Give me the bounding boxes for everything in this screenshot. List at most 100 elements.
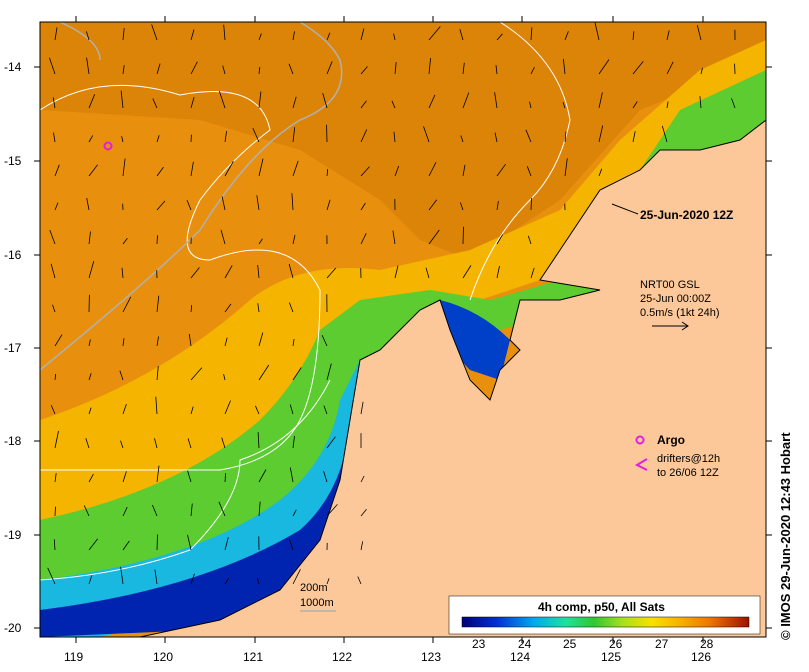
current-vector (218, 90, 226, 109)
current-vector (428, 94, 436, 109)
current-vector (598, 168, 603, 177)
current-vector (156, 336, 159, 347)
current-vector (564, 31, 569, 41)
current-vector (360, 233, 367, 245)
current-vector (190, 96, 195, 109)
lon-tick-label: 123 (421, 650, 441, 664)
current-vector (122, 338, 125, 347)
current-vectors (47, 22, 736, 585)
current-vector (530, 267, 535, 279)
current-vector (224, 577, 230, 585)
current-vector (360, 166, 370, 177)
current-vector (323, 405, 328, 415)
currents-source: NRT00 GSL (640, 279, 700, 291)
current-vector (83, 505, 90, 517)
lat-tick-label: -20 (4, 621, 22, 635)
current-vector (292, 569, 301, 585)
current-vector (121, 267, 124, 279)
lon-tick-label: 122 (332, 650, 352, 664)
current-vector (88, 339, 91, 347)
map-frame (39, 21, 767, 638)
current-vector (54, 473, 57, 483)
current-vector (257, 432, 260, 449)
argo-float-marker (103, 141, 113, 151)
lat-tick-label: -19 (4, 528, 22, 542)
current-vector (530, 197, 532, 211)
current-vector (122, 296, 132, 313)
current-vector (357, 576, 362, 585)
current-vector (53, 539, 56, 551)
lat-tick-label: -17 (4, 341, 22, 355)
current-vector (156, 365, 159, 381)
lon-tick-label: 125 (601, 650, 621, 664)
current-vector (292, 338, 295, 347)
current-vector (49, 57, 56, 75)
current-vector (122, 540, 130, 551)
current-vector (322, 92, 328, 109)
current-vector (255, 405, 260, 415)
current-vector (661, 125, 668, 143)
current-vector (156, 166, 164, 177)
current-vector (459, 28, 464, 41)
current-vector (393, 33, 396, 41)
current-vector (594, 22, 600, 41)
current-vector (252, 128, 260, 143)
current-vector (326, 504, 338, 517)
current-vector (86, 57, 90, 75)
lat-tick-label: -16 (4, 248, 22, 262)
current-vector (54, 373, 57, 381)
current-vector (54, 27, 58, 41)
current-vector (222, 65, 226, 75)
current-vector (462, 164, 466, 177)
current-vector (495, 65, 498, 75)
current-vector (258, 33, 262, 41)
current-vector (360, 508, 367, 517)
current-vector (666, 30, 670, 41)
current-vector (394, 165, 400, 177)
current-vector (598, 92, 603, 109)
current-vector (288, 263, 294, 279)
current-vector (360, 541, 364, 551)
current-vector (218, 501, 226, 517)
current-vector (258, 469, 267, 483)
current-vector (224, 265, 233, 279)
current-vector (224, 537, 229, 551)
current-vector (632, 61, 644, 75)
current-vector (496, 201, 499, 211)
current-vector (156, 135, 160, 143)
current-vector (292, 160, 299, 177)
current-vector (122, 237, 128, 245)
current-vector (190, 406, 194, 415)
drifter-icon (634, 458, 648, 471)
depth-label-1000: 1000m (300, 597, 334, 609)
current-vector (220, 229, 226, 245)
current-vector (52, 304, 56, 313)
current-vector (50, 263, 56, 279)
current-vector (152, 504, 158, 517)
current-vector (326, 32, 331, 41)
current-vector (154, 569, 158, 585)
current-vector (257, 264, 260, 279)
currents-scale: 0.5m/s (1kt 24h) (640, 307, 719, 319)
current-vector (190, 573, 195, 585)
current-vector (292, 367, 302, 381)
current-vector (88, 575, 93, 585)
current-vector (88, 473, 94, 483)
current-vector (122, 403, 127, 415)
current-vector (88, 407, 92, 415)
current-vector (190, 161, 194, 177)
current-vector (494, 92, 498, 109)
current-vector (86, 197, 90, 211)
current-vector (190, 61, 198, 75)
current-vector (425, 267, 430, 279)
current-vector (494, 132, 498, 143)
current-vector (321, 335, 328, 347)
current-vector (462, 92, 470, 109)
colorbar: 4h comp, p50, All Sats 23 24 25 26 27 28 (448, 595, 761, 651)
current-vector (223, 374, 226, 381)
current-vector (496, 265, 500, 279)
argo-label: Argo (657, 433, 685, 447)
current-vector (224, 131, 227, 143)
current-vector (360, 202, 366, 211)
